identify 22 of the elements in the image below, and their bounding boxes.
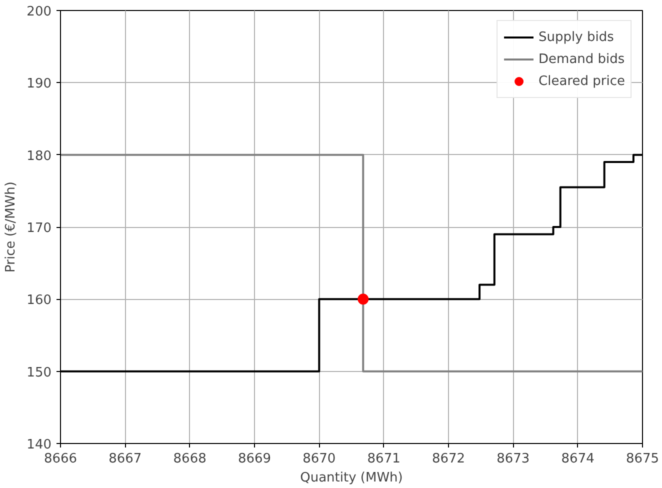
x-tick-label: 8673 <box>496 452 530 466</box>
y-tick-label: 190 <box>26 76 52 92</box>
y-axis-title: Price (€/MWh) <box>4 182 19 272</box>
legend-label: Demand bids <box>538 52 625 66</box>
x-tick-label: 8675 <box>626 452 660 466</box>
legend-label: Supply bids <box>538 30 614 44</box>
x-tick-label: 8666 <box>44 452 78 466</box>
y-tick-label: 180 <box>26 148 52 164</box>
x-tick-label: 8669 <box>238 452 272 466</box>
x-tick-label: 8671 <box>367 452 400 466</box>
x-tick-label: 8672 <box>432 452 466 466</box>
y-tick-label: 160 <box>26 293 52 308</box>
x-tick-label: 8670 <box>302 452 336 466</box>
y-tick-label: 200 <box>26 4 52 20</box>
y-tick-label: 140 <box>26 438 52 452</box>
x-tick-label: 8667 <box>108 452 142 466</box>
y-tick-label: 170 <box>26 221 52 236</box>
legend-label: Cleared price <box>538 74 625 88</box>
x-tick-label: 8668 <box>173 452 206 466</box>
x-axis-title: Quantity (MWh) <box>300 470 403 486</box>
x-tick-label: 8674 <box>561 452 594 466</box>
y-tick-label: 150 <box>26 365 52 380</box>
